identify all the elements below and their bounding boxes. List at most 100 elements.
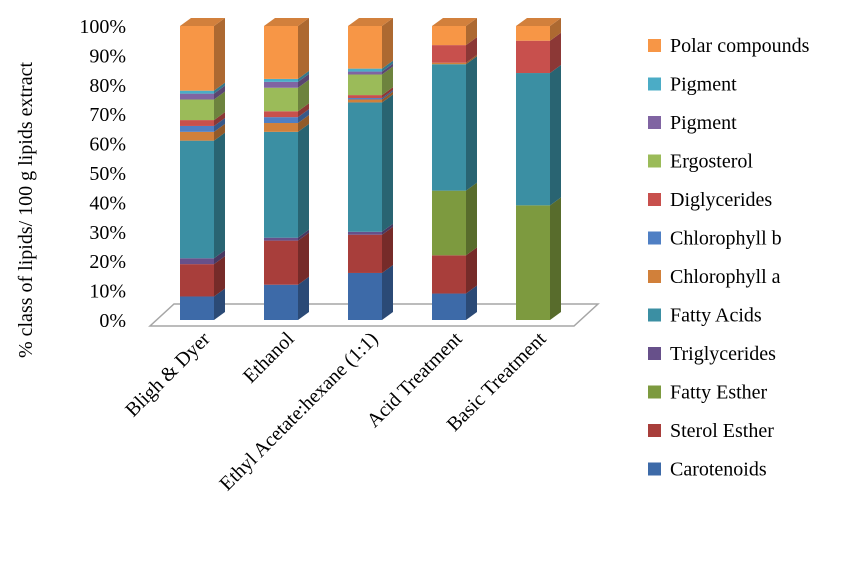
- bar-front: [348, 68, 382, 72]
- bar-front: [264, 26, 298, 79]
- bar-side: [298, 70, 309, 82]
- bar-front: [180, 93, 214, 100]
- legend-swatch: [648, 308, 661, 322]
- bar-segment: [516, 197, 561, 320]
- bar-segment: [264, 115, 309, 132]
- bar-front: [264, 81, 298, 88]
- bar-side: [298, 103, 309, 118]
- legend-label: Pigment: [670, 112, 737, 134]
- bar-front: [264, 284, 298, 320]
- bar-top: [180, 18, 225, 26]
- bar-front: [432, 190, 466, 256]
- legend-label: Fatty Acids: [670, 305, 762, 327]
- bar-side: [382, 223, 393, 235]
- bar-side: [214, 18, 225, 91]
- legend-swatch: [648, 154, 661, 168]
- legend-item: Pigment: [648, 112, 737, 134]
- bar-segment: [180, 112, 225, 126]
- bar-segment: [348, 94, 393, 232]
- bar-segment: [432, 182, 477, 256]
- legend-swatch: [648, 424, 661, 437]
- bar-side: [298, 276, 309, 320]
- legend-swatch: [648, 77, 661, 91]
- bar-segment: [348, 60, 393, 72]
- y-tick-label: 100%: [79, 16, 126, 38]
- bar-segment: [348, 87, 393, 99]
- bar-front: [432, 26, 466, 46]
- bar-side: [214, 117, 225, 132]
- legend-item: Sterol Esther: [648, 420, 774, 442]
- bar-side: [382, 264, 393, 320]
- bar-front: [432, 255, 466, 294]
- bar-front: [180, 264, 214, 297]
- bar-front: [432, 45, 466, 63]
- bar-side: [214, 91, 225, 121]
- bar-side: [298, 73, 309, 88]
- bar-front: [180, 26, 214, 91]
- bar-side: [382, 90, 393, 100]
- y-tick-label: 80%: [89, 75, 126, 97]
- bar-front: [348, 99, 382, 103]
- legend: Polar compounds Pigment Pigment Ergosterol D…: [648, 35, 810, 481]
- y-tick-label: 90%: [89, 45, 126, 67]
- legend-item: Polar compounds: [648, 35, 810, 57]
- bar-front: [180, 258, 214, 265]
- y-tick-label: 50%: [89, 163, 126, 185]
- bar-segment: [180, 123, 225, 141]
- bar-front: [348, 272, 382, 320]
- bar-segment: [264, 229, 309, 241]
- legend-label: Sterol Esther: [670, 420, 774, 442]
- bar-segment: [348, 223, 393, 235]
- bar-side: [298, 115, 309, 132]
- bar-segment: [264, 79, 309, 112]
- legend-label: Pigment: [670, 74, 737, 96]
- bar-segment: [432, 54, 477, 65]
- legend-swatch: [648, 462, 661, 476]
- bar-front: [264, 87, 298, 112]
- legend-swatch: [648, 231, 661, 245]
- bar-side: [466, 18, 477, 46]
- bar-front: [264, 111, 298, 118]
- bar-segment: [180, 250, 225, 265]
- bar-side: [550, 65, 561, 206]
- bar-side: [214, 256, 225, 297]
- bar-segment: [432, 56, 477, 191]
- legend-swatch: [648, 193, 661, 206]
- bar-stack: [264, 18, 309, 320]
- bar-segment: [516, 18, 561, 41]
- legend-item: Ergosterol: [648, 151, 753, 173]
- bar-segment: [432, 37, 477, 63]
- bar-segment: [348, 18, 393, 69]
- legend-swatch: [648, 270, 661, 283]
- y-axis: 0% 10% 20% 30% 40% 50% 60% 70% 80% 90% 100%: [79, 16, 126, 332]
- bar-segment: [516, 32, 561, 74]
- bar-front: [264, 240, 298, 285]
- legend-label: Fatty Esther: [670, 382, 768, 404]
- bar-side: [466, 285, 477, 320]
- bar-front: [180, 99, 214, 121]
- bar-top: [516, 18, 561, 26]
- bar-front: [180, 296, 214, 320]
- bar-segment: [180, 82, 225, 94]
- bar-segment: [264, 103, 309, 118]
- bar-side: [466, 56, 477, 191]
- legend-item: Diglycerides: [648, 189, 772, 211]
- bar-side: [550, 18, 561, 41]
- y-axis-label: % class of lipids/ 100 g lipids extract: [15, 62, 37, 359]
- bar-front: [516, 205, 550, 320]
- legend-item: Fatty Esther: [648, 382, 768, 404]
- bar-front: [348, 102, 382, 232]
- x-category-label: Bligh & Dyer: [121, 328, 215, 422]
- bar-front: [180, 90, 214, 94]
- legend-label: Ergosterol: [670, 151, 753, 173]
- bar-side: [214, 112, 225, 126]
- legend-swatch: [648, 39, 661, 52]
- bar-stack: [432, 18, 477, 320]
- bar-segment: [180, 132, 225, 259]
- bar-stack: [348, 18, 393, 320]
- bar-side: [214, 132, 225, 259]
- legend-item: Pigment: [648, 74, 737, 96]
- bar-stack: [516, 18, 561, 320]
